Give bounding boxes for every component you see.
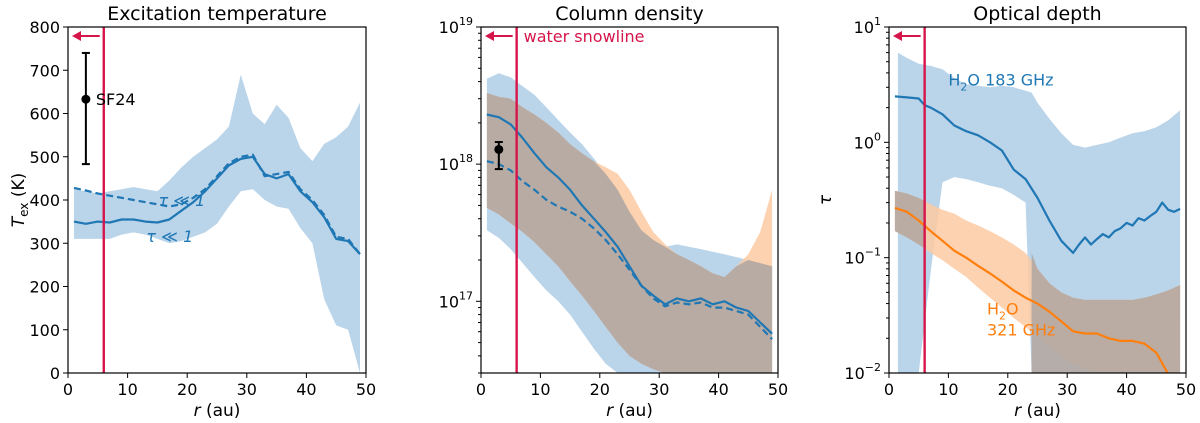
y-tick-label: 1018 (439, 152, 473, 174)
x-tick-label: 20 (177, 380, 197, 399)
panel-title: Optical depth (973, 3, 1101, 25)
y-tick-label: 500 (29, 148, 60, 167)
y-tick-label: 300 (29, 234, 60, 253)
snowline-label: water snowline (524, 27, 645, 46)
y-tick-label: 10−1 (844, 246, 881, 268)
x-tick-label: 30 (1057, 380, 1077, 399)
x-tick-label: 30 (237, 380, 257, 399)
y-tick-label: 100 (854, 130, 881, 152)
y-tick-label: 700 (29, 61, 60, 80)
snowline-arrowhead (72, 31, 81, 41)
panel-title: Column density (555, 3, 703, 25)
point-label: SF24 (96, 90, 136, 109)
y-tick-label: 1019 (439, 15, 473, 37)
y-tick-label: 101 (854, 15, 881, 37)
x-tick-label: 40 (1116, 380, 1136, 399)
y-axis-label: Tex (K) (9, 173, 31, 228)
y-axis-label: τ (816, 194, 836, 205)
x-tick-label: 20 (590, 380, 610, 399)
series-line-2 (73, 153, 361, 255)
data-point (81, 94, 91, 104)
panel-title: Excitation temperature (107, 3, 327, 25)
series-line-1 (486, 113, 773, 335)
overlap-band (486, 93, 773, 373)
series-label-183ghz: H2O 183 GHz (948, 71, 1053, 94)
x-tick-label: 50 (768, 380, 788, 399)
x-tick-label: 40 (296, 380, 316, 399)
x-tick-label: 10 (530, 380, 550, 399)
x-tick-label: 40 (708, 380, 728, 399)
snowline-arrowhead (485, 31, 494, 41)
annotation-optically-thin-dashed: τ ≪ 1 (159, 191, 206, 210)
panel-2: water snowline 0 10 20 30 40 50 1017 1018 1019 Col… (439, 3, 789, 421)
y-tick-label: 800 (29, 18, 60, 37)
x-tick-label: 50 (1176, 380, 1196, 399)
plot-area (486, 73, 773, 373)
x-tick-label: 20 (998, 380, 1018, 399)
x-tick-label: 10 (117, 380, 137, 399)
x-tick-label: 0 (476, 380, 486, 399)
y-tick-label: 400 (29, 191, 60, 210)
snowline-arrowhead (893, 31, 902, 41)
overlap-band-left (894, 190, 925, 249)
y-tick-label: 1017 (439, 289, 473, 311)
data-point (494, 144, 504, 154)
x-axis-label: r (au) (194, 401, 241, 421)
series-line-1 (73, 155, 361, 255)
x-axis-label: r (au) (1014, 401, 1061, 421)
y-tick-label: 200 (29, 278, 60, 297)
y-tick-label: 0 (50, 364, 60, 383)
x-tick-label: 0 (884, 380, 894, 399)
x-tick-label: 10 (938, 380, 958, 399)
series-line-2 (486, 160, 773, 340)
x-tick-label: 30 (649, 380, 669, 399)
annotation-optically-thin-solid: τ ≪ 1 (146, 227, 193, 246)
y-tick-label: 600 (29, 105, 60, 124)
plot-area (894, 52, 1181, 373)
series-label-321ghz: H2O (987, 300, 1019, 323)
x-tick-label: 0 (63, 380, 73, 399)
axes-frame (888, 26, 1187, 374)
y-tick-label: 100 (29, 321, 60, 340)
series-line-1 (894, 95, 1181, 254)
x-tick-label: 50 (356, 380, 376, 399)
plot-area (73, 74, 361, 373)
series-line-2 (894, 206, 1169, 373)
confidence-band (74, 74, 360, 373)
axes-frame (480, 26, 779, 374)
series-label-321ghz-freq: 321 GHz (987, 321, 1055, 340)
x-axis-label: r (au) (606, 401, 653, 421)
y-tick-label: 10−2 (844, 361, 881, 383)
